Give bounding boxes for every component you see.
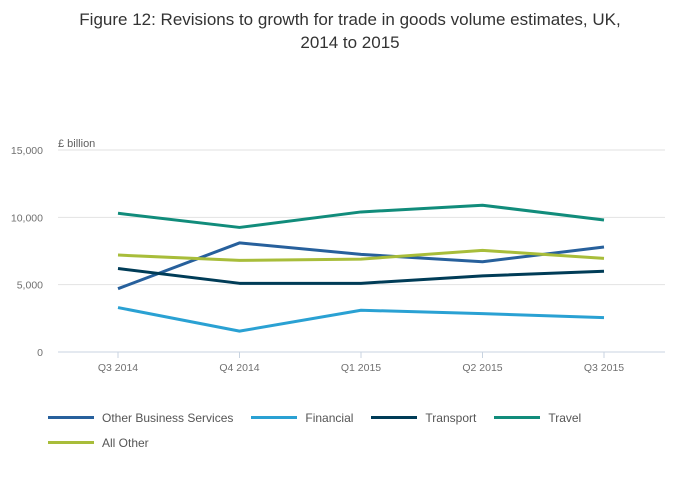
legend-item-travel[interactable]: Travel [494, 405, 581, 430]
legend-swatch [48, 441, 94, 444]
legend-item-financial[interactable]: Financial [251, 405, 353, 430]
x-tick-label: Q4 2014 [219, 362, 259, 374]
x-tick-label: Q3 2014 [98, 362, 138, 374]
axes: 0 5,000 10,000 15,000 Q3 2014 Q4 2014 Q1 2015 Q… [11, 145, 665, 374]
y-tick-label: 15,000 [11, 145, 43, 157]
legend-swatch [494, 416, 541, 419]
legend-label: All Other [102, 435, 149, 450]
legend: Other Business Services Financial Transpor… [48, 405, 668, 455]
legend-swatch [371, 416, 418, 419]
legend-item-other-business-services[interactable]: Other Business Services [48, 405, 233, 430]
legend-swatch [251, 416, 298, 419]
series-line-transport [117, 267, 605, 285]
y-tick-label: 5,000 [17, 280, 43, 292]
x-tick-label: Q1 2015 [341, 362, 381, 374]
y-tick-label: 0 [37, 347, 43, 359]
legend-swatch [48, 416, 94, 419]
x-tick-label: Q2 2015 [462, 362, 502, 374]
legend-label: Financial [305, 410, 354, 425]
chart-title-line-1: Figure 12: Revisions to growth for trade… [79, 10, 621, 29]
series-line-travel [117, 203, 605, 229]
y-tick-label: 10,000 [11, 212, 43, 224]
line-chart: 0 5,000 10,000 15,000 Q3 2014 Q4 2014 Q1 2015 Q… [11, 138, 665, 374]
series-line-financial [117, 306, 605, 333]
y-axis-unit-label: £ billion [58, 138, 95, 150]
legend-label: Travel [548, 410, 582, 425]
legend-label: Other Business Services [102, 410, 234, 425]
legend-label: Transport [425, 410, 477, 425]
x-tick-label: Q3 2015 [584, 362, 624, 374]
series-lines [117, 203, 605, 333]
legend-item-transport[interactable]: Transport [371, 405, 476, 430]
chart-title: Figure 12: Revisions to growth for trade… [0, 8, 700, 54]
legend-item-all-other[interactable]: All Other [48, 430, 149, 455]
chart-title-line-2: 2014 to 2015 [300, 33, 400, 52]
series-line-all-other [117, 248, 605, 262]
